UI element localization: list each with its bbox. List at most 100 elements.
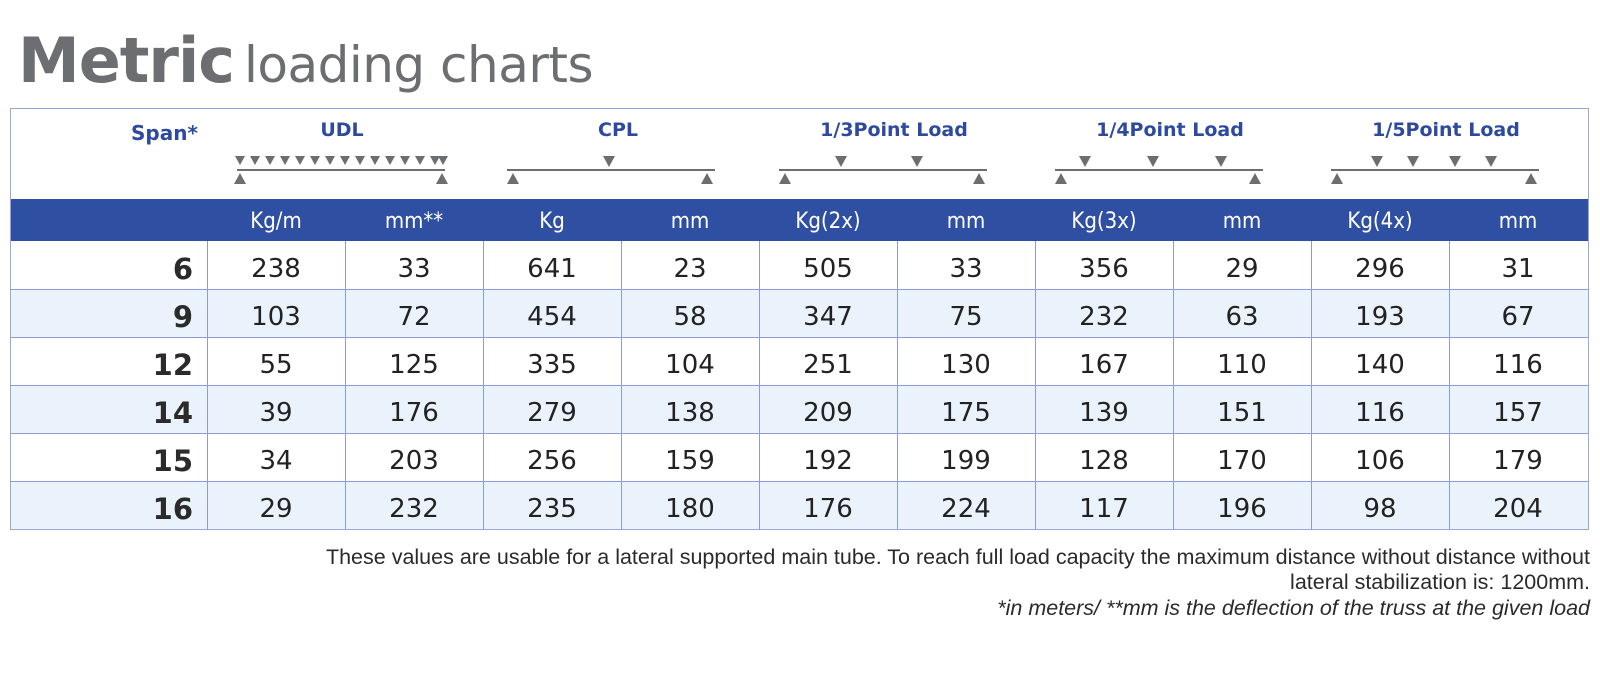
span-cell: 16 [152, 492, 193, 526]
value-cell: 232 [389, 494, 439, 524]
span-header: Span* [131, 121, 198, 145]
row-divider [11, 337, 1588, 338]
value-cell: 125 [389, 350, 439, 380]
footnote-line-3: *in meters/ **mm is the deflection of th… [997, 596, 1590, 620]
column-divider [621, 241, 622, 529]
column-divider [1035, 241, 1036, 529]
footnote-line-1: These values are usable for a lateral su… [325, 545, 1590, 569]
value-cell: 204 [1493, 494, 1543, 524]
value-cell: 157 [1493, 398, 1543, 428]
fifth-point-load-diagram [1331, 156, 1539, 184]
value-cell: 67 [1501, 302, 1535, 332]
unit-header: Kg(3x) [1071, 209, 1137, 234]
value-cell: 140 [1355, 350, 1405, 380]
value-cell: 256 [527, 446, 577, 476]
value-cell: 116 [1355, 398, 1405, 428]
value-cell: 454 [527, 302, 577, 332]
value-cell: 199 [941, 446, 991, 476]
table-header: Span* UDL CPL 1/3Point Load 1/4Point Loa… [11, 109, 1588, 199]
unit-header: Kg [539, 209, 565, 234]
value-cell: 138 [665, 398, 715, 428]
row-divider [11, 385, 1588, 386]
column-divider [897, 241, 898, 529]
value-cell: 279 [527, 398, 577, 428]
title-bold: Metric [18, 24, 235, 97]
loading-table: Span* UDL CPL 1/3Point Load 1/4Point Loa… [10, 108, 1589, 530]
value-cell: 31 [1501, 254, 1535, 284]
unit-header: Kg/m [250, 209, 302, 234]
value-cell: 34 [259, 446, 293, 476]
value-cell: 159 [665, 446, 715, 476]
column-divider [1449, 241, 1450, 529]
value-cell: 175 [941, 398, 991, 428]
row-divider [11, 481, 1588, 482]
unit-header: mm [1498, 209, 1538, 234]
table-row: 12 55 125 335 104 251 130 167 110 140 116 [11, 337, 1588, 385]
units-header-band: Kg/m mm** Kg mm Kg(2x) mm Kg(3x) mm Kg(4… [11, 199, 1588, 241]
span-cell: 14 [152, 396, 193, 430]
value-cell: 29 [1225, 254, 1259, 284]
unit-header: mm [946, 209, 986, 234]
value-cell: 103 [251, 302, 301, 332]
value-cell: 251 [803, 350, 853, 380]
span-cell: 6 [172, 252, 193, 286]
value-cell: 192 [803, 446, 853, 476]
value-cell: 505 [803, 254, 853, 284]
value-cell: 63 [1225, 302, 1259, 332]
value-cell: 167 [1079, 350, 1129, 380]
value-cell: 116 [1493, 350, 1543, 380]
value-cell: 176 [803, 494, 853, 524]
value-cell: 151 [1217, 398, 1267, 428]
value-cell: 641 [527, 254, 577, 284]
value-cell: 139 [1079, 398, 1129, 428]
span-cell: 12 [152, 348, 193, 382]
value-cell: 335 [527, 350, 577, 380]
span-cell: 9 [172, 300, 193, 334]
value-cell: 179 [1493, 446, 1543, 476]
value-cell: 29 [259, 494, 293, 524]
table-body: 6 238 33 641 23 505 33 356 29 296 31 9 103 72 454 58 347… [11, 241, 1588, 529]
table-row: 14 39 176 279 138 209 175 139 151 116 157 [11, 385, 1588, 433]
page-title: Metric loading charts [18, 24, 594, 104]
value-cell: 209 [803, 398, 853, 428]
column-divider [207, 241, 208, 529]
unit-header: mm [1222, 209, 1262, 234]
value-cell: 23 [673, 254, 707, 284]
value-cell: 347 [803, 302, 853, 332]
unit-header: Kg(4x) [1347, 209, 1413, 234]
value-cell: 296 [1355, 254, 1405, 284]
column-divider [1173, 241, 1174, 529]
value-cell: 33 [949, 254, 983, 284]
value-cell: 232 [1079, 302, 1129, 332]
group-cpl: CPL [598, 119, 638, 141]
value-cell: 39 [259, 398, 293, 428]
title-light: loading charts [243, 36, 594, 94]
value-cell: 110 [1217, 350, 1267, 380]
row-divider [11, 289, 1588, 290]
value-cell: 106 [1355, 446, 1405, 476]
table-row: 6 238 33 641 23 505 33 356 29 296 31 [11, 241, 1588, 289]
value-cell: 180 [665, 494, 715, 524]
value-cell: 196 [1217, 494, 1267, 524]
value-cell: 356 [1079, 254, 1129, 284]
value-cell: 58 [673, 302, 707, 332]
value-cell: 55 [259, 350, 293, 380]
unit-header: Kg(2x) [795, 209, 861, 234]
group-quarter-point: 1/4Point Load [1096, 119, 1244, 141]
value-cell: 72 [397, 302, 431, 332]
value-cell: 203 [389, 446, 439, 476]
column-divider [759, 241, 760, 529]
value-cell: 98 [1363, 494, 1397, 524]
udl-load-diagram [234, 156, 448, 184]
row-divider [11, 433, 1588, 434]
value-cell: 75 [949, 302, 983, 332]
column-divider [1311, 241, 1312, 529]
group-fifth-point: 1/5Point Load [1372, 119, 1520, 141]
value-cell: 235 [527, 494, 577, 524]
value-cell: 170 [1217, 446, 1267, 476]
value-cell: 104 [665, 350, 715, 380]
column-divider [345, 241, 346, 529]
group-third-point: 1/3Point Load [820, 119, 968, 141]
value-cell: 193 [1355, 302, 1405, 332]
table-row: 9 103 72 454 58 347 75 232 63 193 67 [11, 289, 1588, 337]
